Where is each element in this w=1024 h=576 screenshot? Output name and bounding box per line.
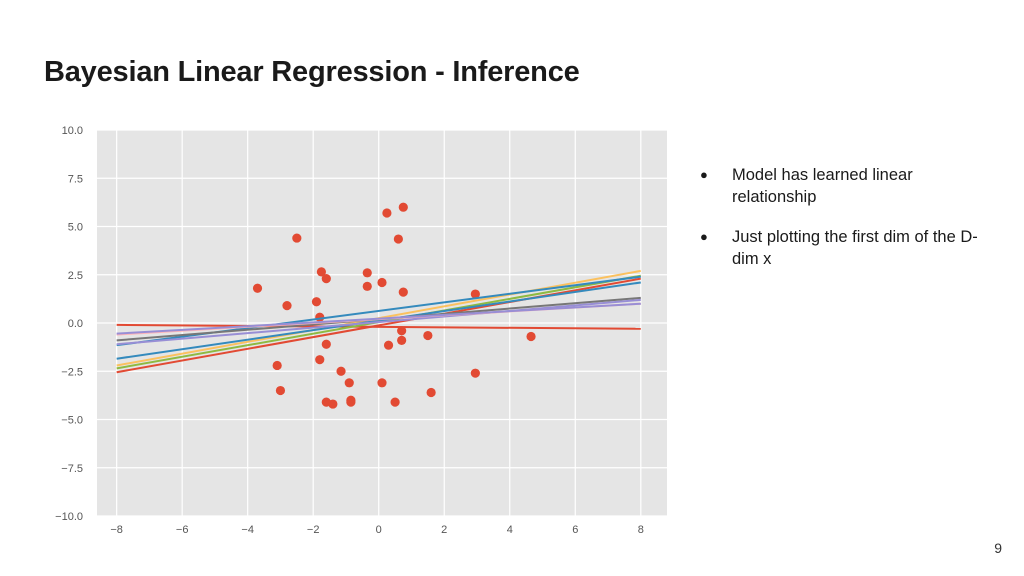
data-point [362,268,372,278]
data-point [398,287,408,297]
y-tick-label: −10.0 [55,511,83,523]
x-axis-tick-labels: −8 −6 −4 −2 0 2 4 6 8 [110,524,643,536]
data-point [336,366,346,376]
data-point [316,267,326,277]
grid-lines [97,129,667,517]
page-number: 9 [994,540,1002,556]
data-point [397,335,407,345]
x-tick-label: −2 [307,524,320,536]
regression-line-sample-10 [116,302,641,335]
data-points [252,202,536,409]
data-point [390,397,400,407]
y-tick-label: 7.5 [68,173,83,185]
bullet-dot-icon: ● [700,229,708,244]
x-tick-label: 4 [507,524,513,536]
x-tick-label: 8 [638,524,644,536]
y-tick-label: 10.0 [62,125,83,137]
data-point [315,355,325,365]
y-tick-label: 5.0 [68,222,83,234]
y-axis-tick-labels: 10.0 7.5 5.0 2.5 0.0 −2.5 −5.0 −7.5 −10.0 [55,125,83,523]
data-point [397,326,407,336]
data-point [344,378,354,388]
x-tick-label: −8 [110,524,123,536]
data-point [423,330,433,341]
data-point [311,297,322,307]
bullet-text: Model has learned linear relationship [732,166,913,206]
data-point [328,399,338,409]
data-point [321,339,331,349]
x-tick-label: 0 [376,524,382,536]
data-point [346,397,356,407]
bullet-text: Just plotting the first dim of the D-dim… [732,228,978,268]
y-tick-label: −2.5 [61,366,83,378]
data-point [526,331,536,342]
x-tick-label: 6 [572,524,578,536]
data-point [470,289,480,299]
x-tick-label: 2 [441,524,447,536]
y-tick-label: 2.5 [68,270,83,282]
y-tick-label: 0.0 [68,318,83,330]
bullet-dot-icon: ● [700,167,708,182]
data-point [470,368,480,378]
regression-line-sample-2 [116,323,641,330]
data-point [292,233,302,243]
x-tick-label: −4 [241,524,254,536]
data-point [275,385,286,396]
regression-line-sample-8 [116,298,641,346]
bullet-list: ● Model has learned linear relationship … [700,164,990,288]
data-point [393,234,403,244]
data-point [426,387,436,398]
slide-title: Bayesian Linear Regression - Inference [44,56,580,88]
bullet-item: ● Model has learned linear relationship [700,164,990,208]
bullet-item: ● Just plotting the first dim of the D-d… [700,226,990,270]
data-point [362,281,372,291]
regression-line-sample-5 [116,281,641,360]
y-tick-label: −5.0 [61,415,83,427]
data-point [321,274,331,284]
data-point [282,301,292,311]
data-point [377,378,387,388]
data-point [398,202,408,212]
data-point [382,208,392,218]
data-point [377,277,387,288]
x-tick-label: −6 [176,524,189,536]
data-point [272,360,282,371]
regression-sample-lines [116,269,641,374]
data-point [315,312,325,322]
data-point [252,283,263,293]
y-tick-label: −7.5 [61,463,83,475]
data-point [383,340,394,350]
